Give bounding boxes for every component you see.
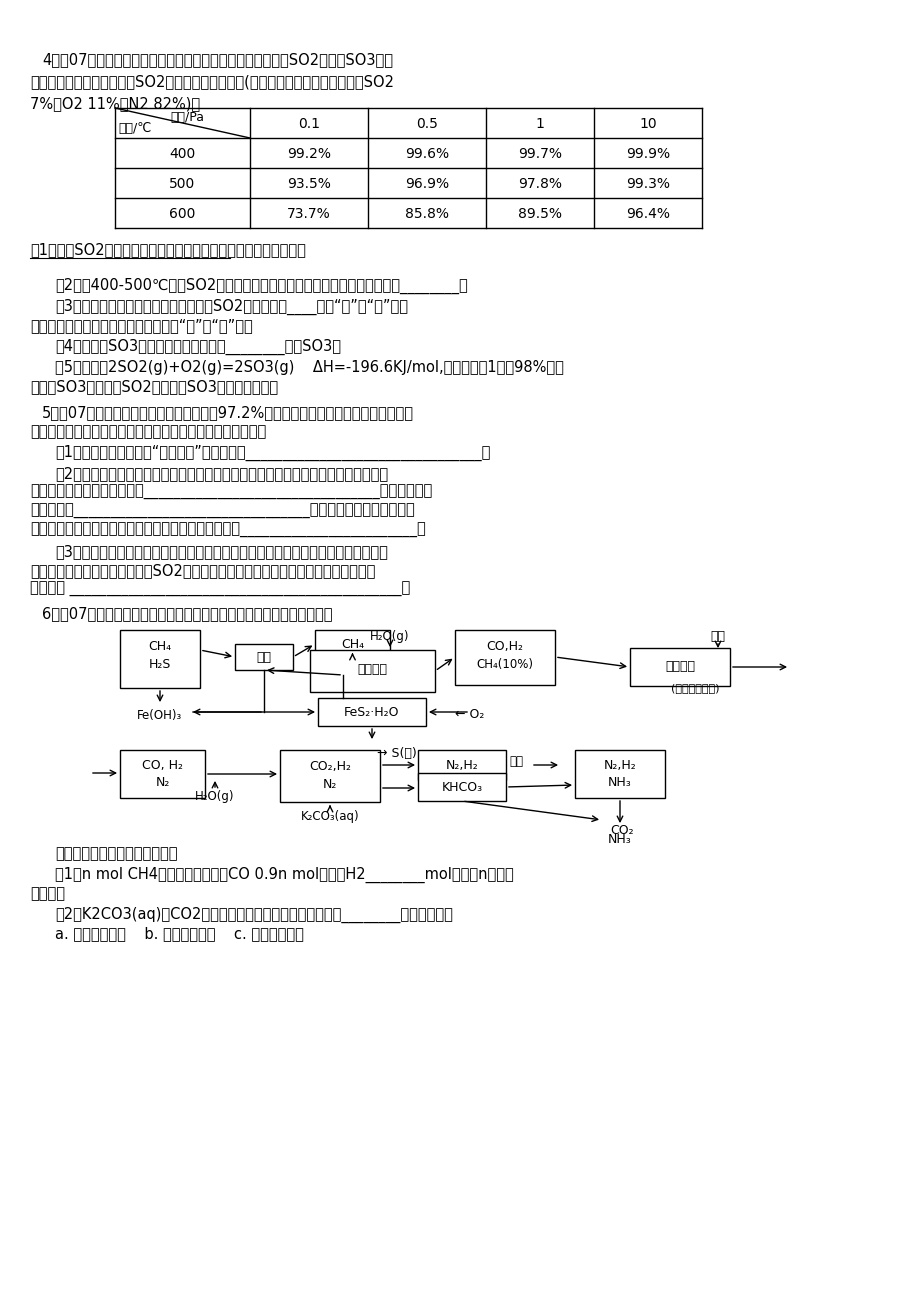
Text: （4）为提高SO3吸收率，实际生产中用________吸收SO3；: （4）为提高SO3吸收率，实际生产中用________吸收SO3；	[55, 339, 341, 355]
Text: 既可以解决淡水资源缺乏的问题，又可以充分利用海洋资源。: 既可以解决淡水资源缺乏的问题，又可以充分利用海洋资源。	[30, 424, 266, 439]
Text: 99.9%: 99.9%	[625, 147, 669, 161]
Text: 73.7%: 73.7%	[287, 207, 331, 221]
Text: 否可以增大该反应所放出的热量？（填“是”或“否”）：: 否可以增大该反应所放出的热量？（填“是”或“否”）：	[30, 318, 253, 333]
Bar	[314, 630, 390, 658]
Text: 二次转化: 二次转化	[664, 660, 694, 673]
Text: 99.2%: 99.2%	[287, 147, 331, 161]
Text: （5）已知：2SO2(g)+O2(g)=2SO3(g)    ΔH=-196.6KJ/mol,计算每生产1万吖98%硫酸: （5）已知：2SO2(g)+O2(g)=2SO3(g) ΔH=-196.6KJ/…	[55, 359, 563, 375]
Text: NH₃: NH₃	[607, 776, 631, 789]
Text: 10: 10	[639, 117, 656, 132]
Text: 0.5: 0.5	[415, 117, 437, 132]
Bar	[630, 648, 729, 686]
Bar	[455, 630, 554, 685]
Text: CO,H₂: CO,H₂	[486, 641, 523, 654]
Text: a. 相似相溶原理    b. 平衡移动原理    c. 酸碱中和原理: a. 相似相溶原理 b. 平衡移动原理 c. 酸碱中和原理	[55, 926, 303, 941]
Text: 空气: 空气	[709, 630, 725, 643]
Bar	[417, 773, 505, 801]
Text: （1）n mol CH4经一次转化后产生CO 0.9n mol，产生H2________mol（用含n的代数: （1）n mol CH4经一次转化后产生CO 0.9n mol，产生H2____…	[55, 867, 513, 883]
Text: 温度/℃: 温度/℃	[118, 122, 151, 135]
Text: 压强/Pa: 压强/Pa	[170, 111, 204, 124]
Text: CO₂,H₂: CO₂,H₂	[309, 760, 351, 773]
Text: (紧接下行左端): (紧接下行左端)	[670, 684, 719, 693]
Text: 4．（07宁夏理综）工业上生产硫酸时，利用催化氧化反应将SO2转化为SO3是一: 4．（07宁夏理综）工业上生产硫酸时，利用催化氧化反应将SO2转化为SO3是一	[42, 52, 392, 66]
Bar	[310, 650, 435, 691]
Text: FeS₂·H₂O: FeS₂·H₂O	[344, 706, 400, 719]
Text: （3）近年来有人提出了一种利用氯碱工业产品及氯化钓循环治理含二氧化硫废气并回: （3）近年来有人提出了一种利用氯碱工业产品及氯化钓循环治理含二氧化硫废气并回	[55, 544, 388, 559]
Text: 97.8%: 97.8%	[517, 177, 562, 191]
Text: 6．（07山东滨州第四次检测）利用天然气合成氨的工艺流程示意如下：: 6．（07山东滨州第四次检测）利用天然气合成氨的工艺流程示意如下：	[42, 605, 332, 621]
Text: CH₄: CH₄	[341, 638, 364, 651]
Text: 所需要SO3质量和由SO2生产这些SO3所放出的热量。: 所需要SO3质量和由SO2生产这些SO3所放出的热量。	[30, 379, 278, 395]
Text: H₂O(g): H₂O(g)	[195, 790, 234, 803]
Text: （2）工业上利用电解饱和食盐水可制得重要化工产品，用离子交换膜电解槽电解饱和: （2）工业上利用电解饱和食盐水可制得重要化工产品，用离子交换膜电解槽电解饱和	[55, 466, 388, 480]
Text: 99.7%: 99.7%	[517, 147, 562, 161]
Text: N₂,H₂: N₂,H₂	[445, 759, 478, 772]
Text: CH₄: CH₄	[148, 641, 171, 654]
Text: 7%，O2 11%，N2 82%)：: 7%，O2 11%，N2 82%)：	[30, 96, 200, 111]
Text: N₂: N₂	[323, 779, 337, 792]
Text: 1: 1	[535, 117, 544, 132]
Text: 99.3%: 99.3%	[625, 177, 669, 191]
Text: 解食盐水，可得到一种消毒液，其反应的化学方程式是________________________。: 解食盐水，可得到一种消毒液，其反应的化学方程式是________________…	[30, 523, 425, 538]
Text: （1）已知SO2的氧化是放热反应，如何利用表中数据推断此结论？: （1）已知SO2的氧化是放热反应，如何利用表中数据推断此结论？	[30, 242, 305, 256]
Text: NH₃: NH₃	[607, 833, 631, 846]
Text: CO₂: CO₂	[609, 824, 633, 837]
Text: K₂CO₃(aq): K₂CO₃(aq)	[301, 810, 359, 823]
Text: 0.1: 0.1	[298, 117, 320, 132]
Bar	[574, 750, 664, 798]
Text: 一次转化: 一次转化	[357, 663, 387, 676]
Text: 个关键步骤。压强及温度对SO2转化率的影响如下表(原料气各成分的体积分数为：SO2: 个关键步骤。压强及温度对SO2转化率的影响如下表(原料气各成分的体积分数为：SO…	[30, 74, 393, 89]
Bar	[417, 750, 505, 780]
Text: 脱硫: 脱硫	[256, 651, 271, 664]
Bar	[279, 750, 380, 802]
Bar	[234, 644, 292, 671]
Text: 式表示）: 式表示）	[30, 885, 65, 901]
Text: 93.5%: 93.5%	[287, 177, 331, 191]
Text: （3）选择适应的催化剂，是否可以提高SO2的转化率？____（填“是”或“否”）是: （3）选择适应的催化剂，是否可以提高SO2的转化率？____（填“是”或“否”）…	[55, 299, 407, 315]
Text: N₂,H₂: N₂,H₂	[603, 759, 636, 772]
Text: 依据上述流程，完成下列填空：: 依据上述流程，完成下列填空：	[55, 846, 177, 861]
Text: 600: 600	[169, 207, 196, 221]
Bar	[119, 630, 199, 687]
Text: Fe(OH)₃: Fe(OH)₃	[137, 710, 183, 723]
Text: 99.6%: 99.6%	[404, 147, 448, 161]
Bar	[318, 698, 425, 727]
Text: CO, H₂: CO, H₂	[142, 759, 183, 772]
Text: 96.9%: 96.9%	[404, 177, 448, 191]
Text: ← O₂: ← O₂	[455, 708, 483, 721]
Text: 合成: 合成	[508, 755, 522, 768]
Text: 学方程式 _____________________________________________。: 学方程式 ___________________________________…	[30, 582, 410, 598]
Text: KHCO₃: KHCO₃	[441, 781, 482, 794]
Text: 5．（07青岛摸底）海水占地球总储水量的97.2%。若把海水淡化和化工生产结合起来，: 5．（07青岛摸底）海水占地球总储水量的97.2%。若把海水淡化和化工生产结合起…	[42, 405, 414, 421]
Text: H₂S: H₂S	[149, 658, 171, 671]
Text: （2）在400-500℃时，SO2的催化氧化采用常压而不是高压，主要原因是：________；: （2）在400-500℃时，SO2的催化氧化采用常压而不是高压，主要原因是：__…	[55, 279, 467, 294]
Text: N₂: N₂	[155, 776, 169, 789]
Text: 食盐水，反应的离子方程式是________________________________，阳离子交换: 食盐水，反应的离子方程式是___________________________…	[30, 486, 432, 500]
Text: （1）目前国际上使用的“海水淡化”主要技术有________________________________。: （1）目前国际上使用的“海水淡化”主要技术有__________________…	[55, 445, 490, 461]
Text: → S(硫): → S(硫)	[377, 747, 416, 760]
Text: 收二氧化硫的方法，写出此过程SO2被吸收以及又生成可被回收的气体的两个反应的化: 收二氧化硫的方法，写出此过程SO2被吸收以及又生成可被回收的气体的两个反应的化	[30, 562, 375, 578]
Text: H₂O(g): H₂O(g)	[369, 630, 409, 643]
Text: 96.4%: 96.4%	[625, 207, 669, 221]
Bar	[119, 750, 205, 798]
Text: 500: 500	[169, 177, 196, 191]
Text: 89.5%: 89.5%	[517, 207, 562, 221]
Text: 85.8%: 85.8%	[404, 207, 448, 221]
Text: （2）K2CO3(aq)和CO2反应在加压进行，加压的理论依据是________（多选扣分）: （2）K2CO3(aq)和CO2反应在加压进行，加压的理论依据是________…	[55, 907, 452, 923]
Text: 400: 400	[169, 147, 196, 161]
Text: 膜的作用是________________________________。若不使用离子交换膜法电: 膜的作用是________________________________。若不…	[30, 504, 414, 519]
Text: CH₄(10%): CH₄(10%)	[476, 658, 533, 671]
